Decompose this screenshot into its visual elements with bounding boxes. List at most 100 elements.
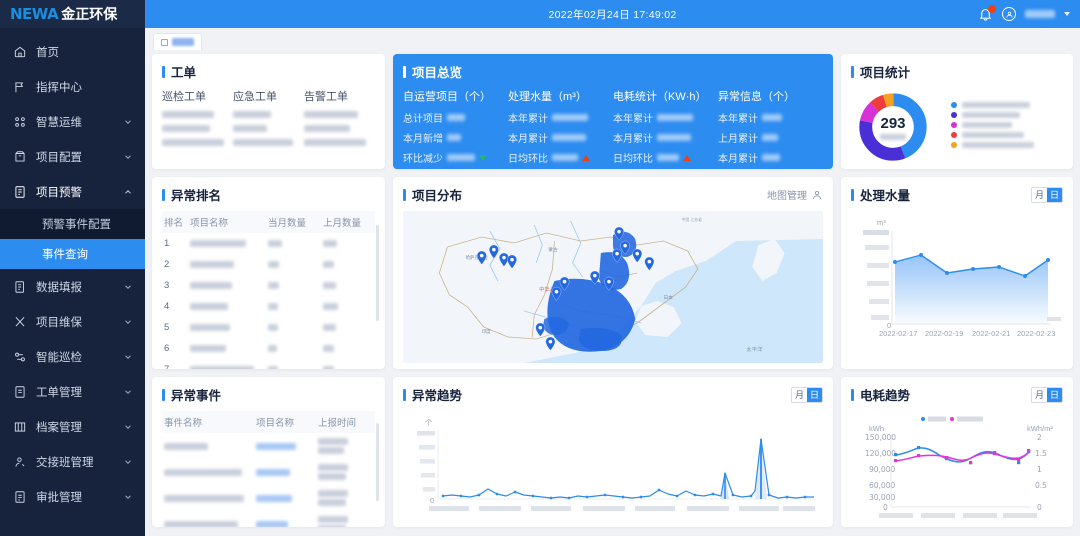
masked-cell (162, 485, 254, 511)
main-area: 2022年02月24日 17:49:02 (145, 0, 1080, 536)
legend-label (962, 142, 1034, 148)
table-row[interactable] (162, 485, 375, 511)
sidebar-subitem-alert-config[interactable]: 预警事件配置 (0, 209, 145, 239)
table-row[interactable]: 3 (162, 275, 375, 296)
map-manage-action[interactable]: 地图管理 (767, 187, 823, 202)
workorder-column: 告警工单 (304, 88, 375, 153)
sidebar-item-data-report[interactable]: 数据填报 (0, 269, 145, 304)
toggle-option-month[interactable]: 月 (792, 387, 807, 402)
overview-row-label: 本年累计 (508, 114, 548, 125)
chevron-down-icon[interactable] (1064, 12, 1070, 16)
sidebar-item-home[interactable]: 首页 (0, 34, 145, 69)
sidebar-item-command-center[interactable]: 指挥中心 (0, 69, 145, 104)
column-header: 项目名称 (188, 211, 266, 233)
table-row[interactable] (162, 433, 375, 459)
card-title: 项目统计 (851, 62, 1063, 81)
chevron-up-icon (123, 187, 133, 197)
masked-value (162, 111, 214, 118)
table-row[interactable]: 6 (162, 338, 375, 359)
tab-home[interactable] (153, 33, 202, 50)
masked-value (657, 154, 679, 161)
period-toggle[interactable]: 月 日 (1031, 386, 1063, 403)
overview-group-header: 自运营项目（个） (403, 91, 491, 103)
svg-text:150,000: 150,000 (865, 433, 896, 442)
sidebar-item-approval-mgmt[interactable]: 审批管理 (0, 479, 145, 514)
masked-cell (316, 459, 375, 485)
overview-row: 上月累计 (718, 130, 823, 145)
rank-value: 4 (164, 301, 170, 312)
table-scrollbar[interactable] (376, 225, 379, 321)
column-header: 上月数量 (321, 211, 375, 233)
masked-value (304, 139, 366, 146)
overview-row: 本年累计 (508, 110, 613, 125)
water-volume-chart: m³ 0 (863, 218, 1061, 338)
sidebar-item-label: 审批管理 (36, 491, 82, 504)
overview-row: 本年累计 (718, 110, 823, 125)
sidebar-subitem-event-query[interactable]: 事件查询 (0, 239, 145, 269)
water-volume-card: 处理水量 月 日 m³ (841, 177, 1073, 369)
card-title: 异常排名 (162, 185, 375, 204)
toggle-option-month[interactable]: 月 (1032, 387, 1047, 402)
sidebar-item-label: 指挥中心 (36, 81, 82, 94)
china-project-map[interactable]: 哈萨克斯坦 蒙古 中华人民 日本 印度 太平洋 中国 江苏省 (403, 211, 823, 363)
tab-bar (145, 28, 1080, 50)
top-bar: 2022年02月24日 17:49:02 (145, 0, 1080, 28)
table-row[interactable]: 2 (162, 254, 375, 275)
table-row[interactable] (162, 459, 375, 485)
trend-up-icon (683, 154, 691, 161)
sidebar-item-workorder-mgmt[interactable]: 工单管理 (0, 374, 145, 409)
masked-cell (188, 338, 266, 359)
masked-cell (266, 338, 321, 359)
masked-cell (254, 485, 316, 511)
map-svg: 哈萨克斯坦 蒙古 中华人民 日本 印度 太平洋 中国 江苏省 (403, 211, 823, 363)
masked-cell (188, 296, 266, 317)
sidebar-item-smart-inspection[interactable]: 智能巡检 (0, 339, 145, 374)
donut-center-value: 293 (880, 114, 906, 132)
power-trend-card: 电耗趋势 月 日 kWh k (841, 377, 1073, 527)
period-toggle[interactable]: 月 日 (791, 386, 823, 403)
svg-text:1: 1 (1037, 465, 1042, 474)
table-row[interactable]: 1 (162, 233, 375, 254)
route-icon (12, 349, 28, 365)
masked-cell (254, 433, 316, 459)
masked-value (233, 111, 271, 118)
chevron-down-icon (123, 457, 133, 467)
sidebar-item-shift-mgmt[interactable]: 交接班管理 (0, 444, 145, 479)
toggle-option-month[interactable]: 月 (1032, 187, 1047, 202)
masked-value (304, 125, 350, 132)
table-row[interactable] (162, 511, 375, 527)
masked-value (657, 134, 691, 141)
rank-value: 5 (164, 322, 170, 333)
sidebar-item-maintenance[interactable]: 项目维保 (0, 304, 145, 339)
masked-value (447, 134, 461, 141)
masked-cell (266, 233, 321, 254)
card-title: 项目总览 (403, 62, 823, 81)
notification-bell-button[interactable] (978, 4, 996, 22)
table-row[interactable]: 7 (162, 359, 375, 369)
masked-cell (162, 511, 254, 527)
topbar-actions (978, 4, 1080, 22)
sidebar-item-label: 工单管理 (36, 386, 82, 399)
period-toggle[interactable]: 月 日 (1031, 186, 1063, 203)
table-row[interactable]: 4 (162, 296, 375, 317)
sidebar-item-archive-mgmt[interactable]: 档案管理 (0, 409, 145, 444)
chevron-down-icon (123, 317, 133, 327)
sidebar-item-project-alert[interactable]: 项目预警 (0, 174, 145, 209)
overview-row-label: 本月累计 (508, 134, 548, 145)
table-row[interactable]: 5 (162, 317, 375, 338)
rank-value: 2 (164, 259, 170, 270)
column-header: 当月数量 (266, 211, 321, 233)
overview-row: 本月累计 (613, 130, 718, 145)
overview-group: 处理水量（m³） 本年累计 本月累计 日均环比 (508, 88, 613, 169)
user-avatar-icon[interactable] (1002, 7, 1016, 21)
sidebar-item-project-config[interactable]: 项目配置 (0, 139, 145, 174)
toggle-option-day[interactable]: 日 (1047, 387, 1062, 402)
table-scrollbar[interactable] (376, 423, 379, 501)
donut-chart-wrap: 293 (851, 88, 1063, 166)
toggle-option-day[interactable]: 日 (807, 387, 822, 402)
overview-group: 电耗统计（KW·h） 本年累计 本月累计 日均环比 (613, 88, 718, 169)
project-overview-card: 项目总览 自运营项目（个） 总计项目 本月新增 环比减少 处理水量（m³） 本年… (393, 54, 833, 169)
sidebar-item-smart-ops[interactable]: 智慧运维 (0, 104, 145, 139)
masked-cell (266, 317, 321, 338)
toggle-option-day[interactable]: 日 (1047, 187, 1062, 202)
